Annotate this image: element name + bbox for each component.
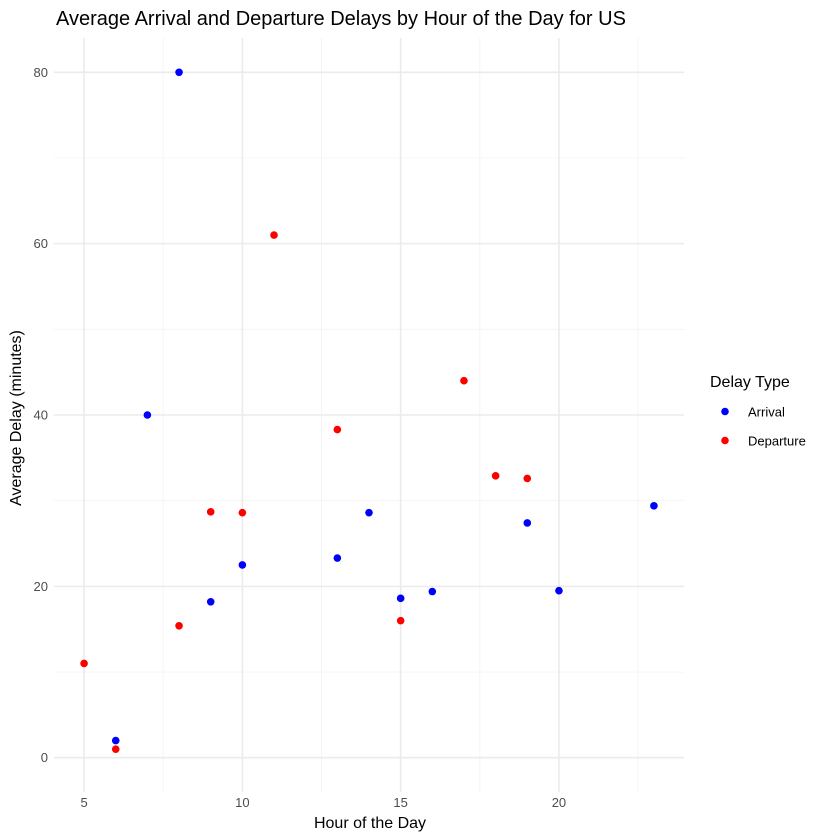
data-point-arrival [650, 502, 658, 510]
chart-title: Average Arrival and Departure Delays by … [56, 8, 626, 30]
grid [54, 38, 684, 792]
data-point-arrival [111, 736, 120, 745]
data-point-arrival [143, 411, 152, 419]
x-axis-title: Hour of the Day [314, 815, 426, 832]
data-points [80, 68, 658, 753]
x-tick-label: 5 [80, 795, 87, 810]
y-tick-label: 60 [34, 236, 48, 251]
y-tick-label: 40 [34, 408, 48, 423]
y-tick-label: 0 [41, 750, 48, 765]
data-point-departure [460, 376, 468, 385]
data-point-arrival [238, 561, 247, 569]
data-point-arrival [333, 554, 342, 562]
data-point-departure [111, 745, 120, 753]
data-point-departure [396, 616, 405, 625]
y-axis-ticks: 0 20 40 60 80 [34, 65, 48, 765]
y-tick-label: 80 [34, 65, 48, 80]
legend-key-arrival [721, 407, 729, 416]
data-point-departure [175, 621, 183, 630]
x-tick-label: 20 [552, 795, 566, 810]
data-point-arrival [175, 68, 183, 77]
legend-label-arrival: Arrival [748, 405, 785, 420]
x-tick-label: 15 [393, 795, 407, 810]
legend-label-departure: Departure [748, 434, 806, 449]
data-point-arrival [523, 519, 532, 527]
legend-key-departure [721, 436, 729, 445]
data-point-arrival [396, 594, 405, 603]
data-point-departure [270, 231, 278, 239]
data-point-arrival [428, 587, 437, 596]
data-point-departure [80, 659, 88, 668]
data-point-arrival [365, 508, 373, 517]
data-point-departure [238, 508, 247, 517]
x-axis-ticks: 5 10 15 20 [80, 795, 566, 810]
data-point-departure [333, 425, 342, 434]
data-point-departure [523, 474, 532, 483]
legend-title: Delay Type [710, 374, 790, 391]
data-point-arrival [206, 597, 215, 606]
data-point-arrival [555, 586, 563, 595]
x-tick-label: 10 [235, 795, 249, 810]
data-point-departure [491, 472, 500, 480]
y-axis-title: Average Delay (minutes) [8, 330, 25, 506]
y-tick-label: 20 [34, 579, 48, 594]
data-point-departure [206, 508, 215, 516]
legend: Delay Type Arrival Departure [710, 374, 806, 449]
